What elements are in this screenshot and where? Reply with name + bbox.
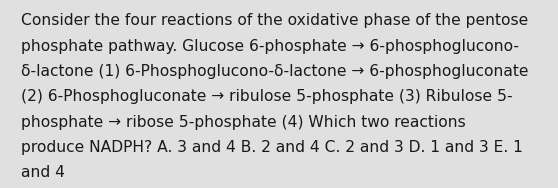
Text: δ-lactone (1) 6-Phosphoglucono-δ-lactone → 6-phosphogluconate: δ-lactone (1) 6-Phosphoglucono-δ-lactone…: [21, 64, 528, 79]
Text: and 4: and 4: [21, 165, 65, 180]
Text: produce NADPH? A. 3 and 4 B. 2 and 4 C. 2 and 3 D. 1 and 3 E. 1: produce NADPH? A. 3 and 4 B. 2 and 4 C. …: [21, 140, 523, 155]
Text: Consider the four reactions of the oxidative phase of the pentose: Consider the four reactions of the oxida…: [21, 13, 528, 28]
Text: phosphate → ribose 5-phosphate (4) Which two reactions: phosphate → ribose 5-phosphate (4) Which…: [21, 115, 466, 130]
Text: phosphate pathway. Glucose 6-phosphate → 6-phosphoglucono-: phosphate pathway. Glucose 6-phosphate →…: [21, 39, 519, 54]
Text: (2) 6-Phosphogluconate → ribulose 5-phosphate (3) Ribulose 5-: (2) 6-Phosphogluconate → ribulose 5-phos…: [21, 89, 513, 104]
